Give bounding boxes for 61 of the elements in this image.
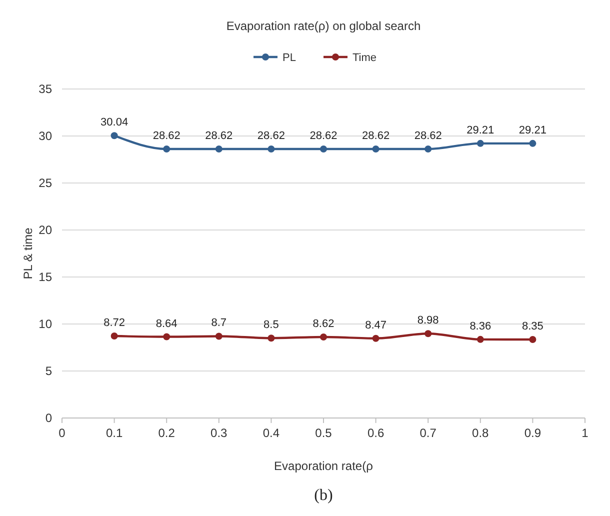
- y-tick-label: 30: [38, 129, 52, 143]
- x-axis-title: Evaporation rate(ρ: [274, 459, 374, 473]
- data-label: 8.5: [264, 319, 279, 332]
- point: [320, 333, 327, 340]
- data-label: 28.62: [257, 130, 285, 142]
- point: [372, 145, 380, 152]
- data-label: 8.64: [156, 318, 178, 330]
- x-tick-label: 1: [582, 426, 589, 440]
- data-label: 8.62: [312, 318, 334, 330]
- x-tick-label: 0.2: [158, 426, 176, 440]
- y-tick-label: 25: [38, 176, 52, 190]
- point: [476, 336, 484, 343]
- data-label: 28.62: [310, 130, 338, 142]
- point: [215, 145, 222, 152]
- point: [476, 140, 484, 147]
- data-label: 29.21: [466, 124, 494, 136]
- data-label: 8.35: [522, 320, 544, 333]
- y-axis-title: PL & time: [21, 227, 35, 280]
- point: [163, 333, 170, 340]
- x-tick-label: 0.6: [367, 426, 384, 440]
- x-tick-label: 0.9: [524, 426, 542, 440]
- point: [268, 145, 275, 152]
- y-tick-label: 20: [38, 223, 52, 237]
- y-tick-label: 15: [38, 270, 52, 284]
- chart-title: Evaporation rate(ρ) on global search: [226, 19, 421, 33]
- y-tick-label: 35: [38, 82, 52, 96]
- text: (b): [314, 487, 333, 504]
- data-label: 30.04: [100, 116, 128, 129]
- point: [529, 336, 536, 344]
- point: [424, 145, 432, 152]
- point: [529, 140, 536, 147]
- y-tick-label: 0: [45, 411, 52, 425]
- x-tick-label: 0: [58, 426, 66, 440]
- x-tick-label: 0.4: [262, 426, 280, 440]
- point: [424, 330, 432, 338]
- x-tick-label: 0.7: [420, 426, 437, 440]
- legend-label: Time: [352, 52, 377, 64]
- point: [320, 145, 327, 152]
- x-tick-label: 0.1: [106, 426, 123, 440]
- point: [215, 332, 222, 340]
- data-label: 28.62: [362, 130, 390, 142]
- point: [110, 332, 118, 340]
- y-tick-label: 10: [38, 317, 52, 331]
- y-tick-label: 5: [45, 364, 52, 378]
- point: [110, 132, 118, 140]
- data-label: 8.72: [104, 317, 126, 330]
- data-label: 8.98: [417, 314, 439, 327]
- legend-label: PL: [282, 52, 296, 64]
- x-tick-label: 0.8: [472, 426, 490, 440]
- point: [372, 334, 380, 342]
- data-label: 28.62: [152, 130, 180, 142]
- data-label: 8.47: [365, 319, 387, 332]
- x-tick-label: 0.5: [315, 426, 332, 440]
- data-label: 29.21: [518, 124, 546, 136]
- x-tick-label: 0.3: [210, 426, 228, 440]
- point: [163, 145, 170, 152]
- point: [268, 334, 275, 342]
- data-label: 8.7: [211, 317, 227, 330]
- data-label: 8.36: [470, 320, 492, 332]
- data-label: 28.62: [205, 130, 233, 142]
- data-label: 28.62: [414, 130, 442, 142]
